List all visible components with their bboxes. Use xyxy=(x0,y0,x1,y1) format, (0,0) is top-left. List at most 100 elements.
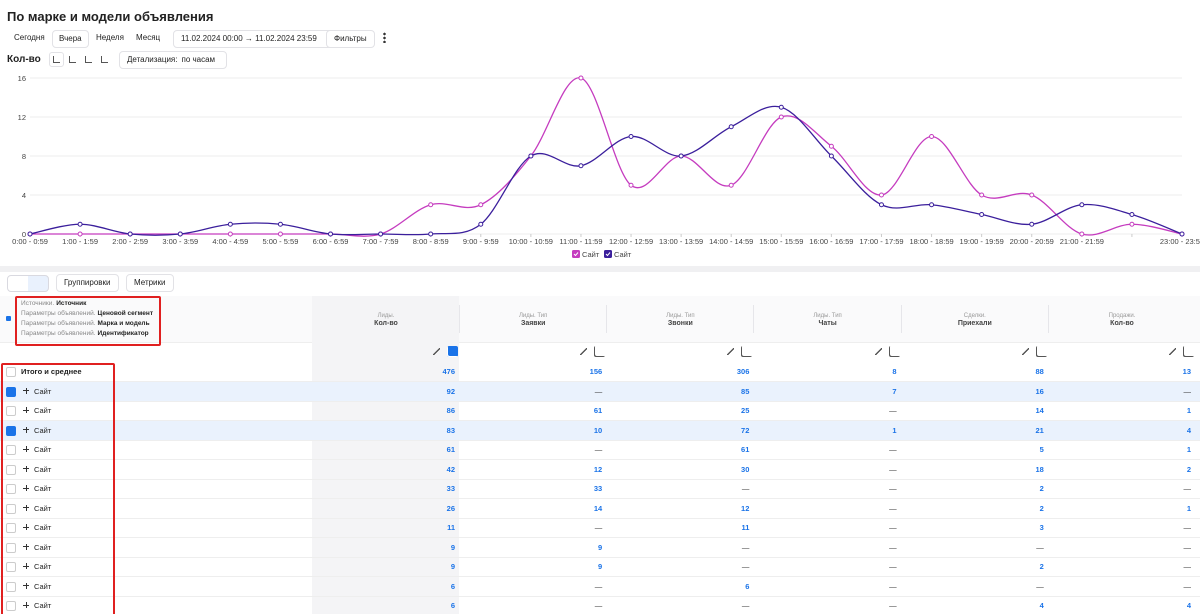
data-point xyxy=(1079,202,1085,208)
legend-item[interactable]: Сайт xyxy=(604,250,632,259)
data-point xyxy=(77,221,83,227)
period-button[interactable]: Неделя xyxy=(96,33,124,42)
data-point xyxy=(277,231,283,237)
data-point xyxy=(628,182,634,188)
column-name: Кол-во xyxy=(374,320,398,327)
data-point xyxy=(1029,221,1035,227)
row-checkbox[interactable] xyxy=(6,503,16,514)
row-checkbox[interactable] xyxy=(6,386,16,397)
chart-toggle[interactable] xyxy=(1036,346,1047,357)
period-button[interactable]: Вчера xyxy=(52,30,89,48)
row-checkbox[interactable] xyxy=(6,406,16,416)
expand-button[interactable] xyxy=(23,504,29,511)
cell: 3 xyxy=(1039,523,1044,532)
chart-toggle[interactable] xyxy=(594,346,605,357)
more-menu[interactable] xyxy=(383,32,386,43)
cell: 21 xyxy=(1035,425,1044,435)
x-tick-label: 9:00 - 9:59 xyxy=(463,237,499,246)
cell: 2 xyxy=(1039,484,1044,493)
row-checkbox[interactable] xyxy=(6,425,16,436)
x-tick-label: 8:00 - 8:59 xyxy=(413,237,449,246)
cell: 9 xyxy=(450,542,455,552)
expand-button[interactable] xyxy=(23,563,29,569)
row-checkbox[interactable] xyxy=(6,445,16,455)
total-cell: 156 xyxy=(589,367,603,376)
table-button[interactable]: Метрики xyxy=(126,274,174,292)
data-point xyxy=(828,153,834,159)
cell: — xyxy=(889,503,897,513)
x-tick-label: 13:00 - 13:59 xyxy=(659,237,703,246)
y-tick-label: 8 xyxy=(22,152,26,161)
chart-toggle[interactable] xyxy=(447,346,458,357)
data-point xyxy=(378,231,384,237)
table-row xyxy=(0,577,1200,597)
column-sep xyxy=(900,305,902,333)
cell: — xyxy=(594,386,603,396)
expand-button[interactable] xyxy=(23,407,29,413)
percent-toggle[interactable] xyxy=(1021,348,1029,355)
expand-button[interactable] xyxy=(23,387,29,394)
x-tick-label: 19:00 - 19:59 xyxy=(960,237,1004,246)
cell: 25 xyxy=(741,406,750,415)
chart-type-area[interactable] xyxy=(97,52,112,67)
column-sep xyxy=(459,305,460,333)
legend-item[interactable]: Сайт xyxy=(572,250,600,259)
row-checkbox[interactable] xyxy=(6,581,16,592)
highlight-box xyxy=(15,296,161,346)
expand-button[interactable] xyxy=(23,426,29,433)
table-row xyxy=(0,420,1200,441)
row-checkbox[interactable] xyxy=(6,601,16,611)
detail-select[interactable]: Детализация: по часам xyxy=(119,51,228,69)
chart: 0 4 8 12 16 0:00 - 0:59 1:00 - 1:59 2:00 - 2:59… xyxy=(12,74,1200,259)
table-button[interactable]: Группировки xyxy=(56,274,119,292)
chart-toggle[interactable] xyxy=(1183,346,1194,357)
chart-type-pie[interactable] xyxy=(65,52,80,67)
column-name: Заявки xyxy=(520,320,546,327)
percent-toggle[interactable] xyxy=(874,348,882,355)
row-label: Сайт xyxy=(34,464,52,474)
cell: 85 xyxy=(741,386,750,396)
cell: 4 xyxy=(1186,425,1191,435)
highlight-box xyxy=(1,363,115,614)
expand-button[interactable] xyxy=(23,582,29,589)
cell: — xyxy=(1183,581,1192,591)
table-row xyxy=(0,381,1200,402)
percent-toggle[interactable] xyxy=(580,348,588,355)
row-checkbox[interactable] xyxy=(6,523,16,533)
x-tick-label: 1:00 - 1:59 xyxy=(62,237,98,246)
chart-toggle[interactable] xyxy=(889,346,900,357)
percent-toggle[interactable] xyxy=(433,348,440,355)
expand-button[interactable] xyxy=(23,465,29,472)
expand-button[interactable] xyxy=(23,543,29,550)
total-cell: 88 xyxy=(1035,367,1044,376)
view-toggle[interactable] xyxy=(7,275,49,292)
filters-button[interactable]: Фильтры xyxy=(326,30,375,48)
expand-button[interactable] xyxy=(23,446,29,452)
expand-button[interactable] xyxy=(23,485,29,491)
chart-type-line[interactable] xyxy=(49,52,64,67)
x-tick-label: 11:00 - 11:59 xyxy=(559,237,602,246)
date-range[interactable]: 11.02.2024 00:00 → 11.02.2024 23:59 xyxy=(173,30,334,48)
legend-checkbox xyxy=(604,250,612,258)
x-tick-label: 0:00 - 0:59 xyxy=(12,237,48,246)
data-point xyxy=(778,104,784,110)
chart-type-bar[interactable] xyxy=(81,52,96,67)
row-checkbox[interactable] xyxy=(6,464,16,475)
expand-button[interactable] xyxy=(23,602,29,608)
cell: 61 xyxy=(741,445,750,454)
period-button[interactable]: Месяц xyxy=(136,33,161,42)
percent-toggle[interactable] xyxy=(727,348,735,355)
row-checkbox[interactable] xyxy=(6,562,16,572)
expand-button[interactable] xyxy=(23,524,29,530)
cell: — xyxy=(889,464,897,474)
data-point xyxy=(528,153,534,159)
row-checkbox[interactable] xyxy=(6,542,16,553)
period-button[interactable]: Сегодня xyxy=(14,33,45,42)
x-tick-label: 14:00 - 14:59 xyxy=(709,237,753,246)
row-checkbox[interactable] xyxy=(6,484,16,494)
row-checkbox[interactable] xyxy=(6,367,16,377)
select-all[interactable] xyxy=(6,316,11,321)
legend-label: Сайт xyxy=(614,250,632,259)
chart-toggle[interactable] xyxy=(741,346,752,357)
percent-toggle[interactable] xyxy=(1169,348,1176,355)
